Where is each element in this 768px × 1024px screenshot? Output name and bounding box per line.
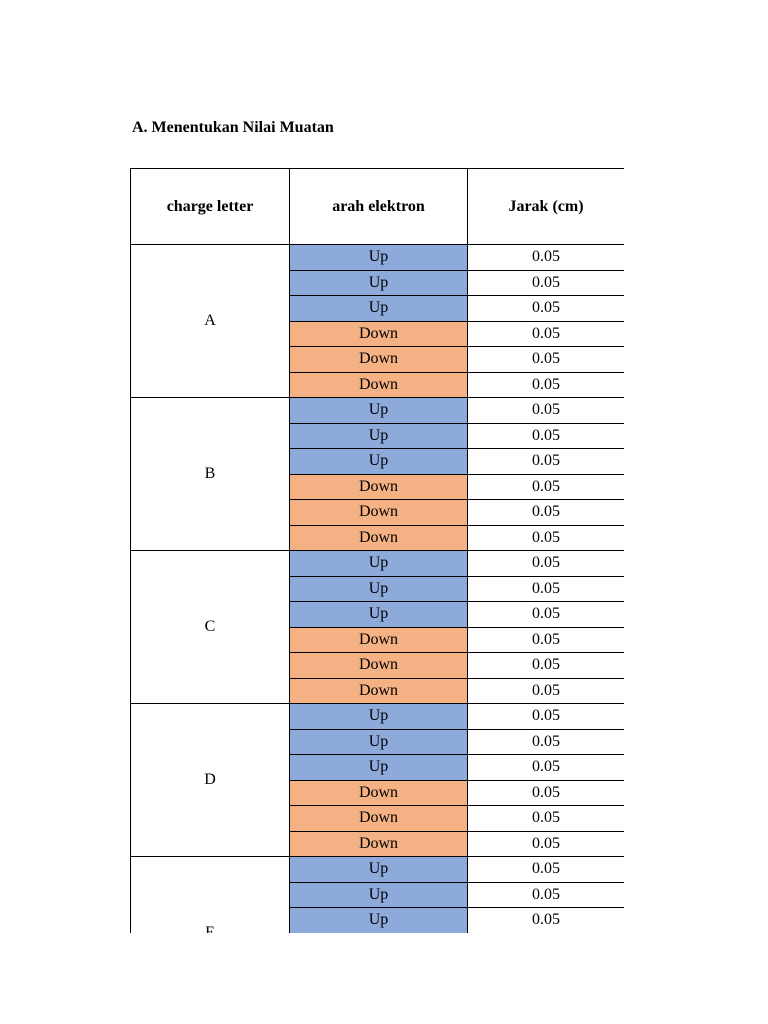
distance-cell: 0.05 <box>467 346 624 373</box>
direction-cell: Up <box>289 397 468 424</box>
distance-cell: 0.05 <box>467 601 624 628</box>
direction-cell: Up <box>289 550 468 577</box>
distance-cell: 0.05 <box>467 397 624 424</box>
direction-cell: Up <box>289 907 468 933</box>
distance-cell: 0.05 <box>467 550 624 577</box>
distance-cell: 0.05 <box>467 295 624 322</box>
direction-cell: Down <box>289 473 468 500</box>
direction-cell: Up <box>289 422 468 449</box>
distance-cell: 0.05 <box>467 779 624 806</box>
distance-cell: 0.05 <box>467 244 624 271</box>
distance-cell: 0.05 <box>467 499 624 526</box>
distance-cell: 0.05 <box>467 473 624 500</box>
direction-cell: Up <box>289 448 468 475</box>
column-header: arah elektron <box>289 168 468 245</box>
direction-cell: Down <box>289 346 468 373</box>
direction-cell: Up <box>289 269 468 296</box>
charge-letter: A <box>130 244 290 398</box>
direction-cell: Up <box>289 601 468 628</box>
distance-cell: 0.05 <box>467 881 624 908</box>
direction-cell: Up <box>289 295 468 322</box>
distance-cell: 0.05 <box>467 856 624 883</box>
direction-cell: Down <box>289 320 468 347</box>
direction-cell: Down <box>289 524 468 551</box>
charge-letter: E <box>130 856 290 933</box>
direction-cell: Up <box>289 575 468 602</box>
direction-cell: Down <box>289 805 468 832</box>
direction-cell: Down <box>289 830 468 857</box>
column-header: charge letter <box>130 168 290 245</box>
direction-cell: Up <box>289 856 468 883</box>
direction-cell: Down <box>289 499 468 526</box>
direction-cell: Down <box>289 677 468 704</box>
distance-cell: 0.05 <box>467 652 624 679</box>
charge-letter: B <box>130 397 290 551</box>
distance-cell: 0.05 <box>467 626 624 653</box>
distance-cell: 0.05 <box>467 524 624 551</box>
distance-cell: 0.05 <box>467 754 624 781</box>
direction-cell: Up <box>289 244 468 271</box>
distance-cell: 0.05 <box>467 269 624 296</box>
distance-cell: 0.05 <box>467 907 624 933</box>
direction-cell: Up <box>289 703 468 730</box>
column-header: Jarak (cm) <box>467 168 624 245</box>
distance-cell: 0.05 <box>467 728 624 755</box>
section-title: A. Menentukan Nilai Muatan <box>132 119 334 136</box>
charge-letter: D <box>130 703 290 857</box>
direction-cell: Down <box>289 626 468 653</box>
distance-cell: 0.05 <box>467 575 624 602</box>
distance-cell: 0.05 <box>467 805 624 832</box>
direction-cell: Down <box>289 371 468 398</box>
direction-cell: Up <box>289 754 468 781</box>
distance-cell: 0.05 <box>467 677 624 704</box>
direction-cell: Up <box>289 728 468 755</box>
direction-cell: Down <box>289 779 468 806</box>
charge-letter: C <box>130 550 290 704</box>
distance-cell: 0.05 <box>467 448 624 475</box>
direction-cell: Down <box>289 652 468 679</box>
distance-cell: 0.05 <box>467 320 624 347</box>
distance-cell: 0.05 <box>467 371 624 398</box>
distance-cell: 0.05 <box>467 422 624 449</box>
distance-cell: 0.05 <box>467 830 624 857</box>
distance-cell: 0.05 <box>467 703 624 730</box>
direction-cell: Up <box>289 881 468 908</box>
table: charge letter arah elektron Jarak (cm) A Up 0… <box>130 168 624 933</box>
